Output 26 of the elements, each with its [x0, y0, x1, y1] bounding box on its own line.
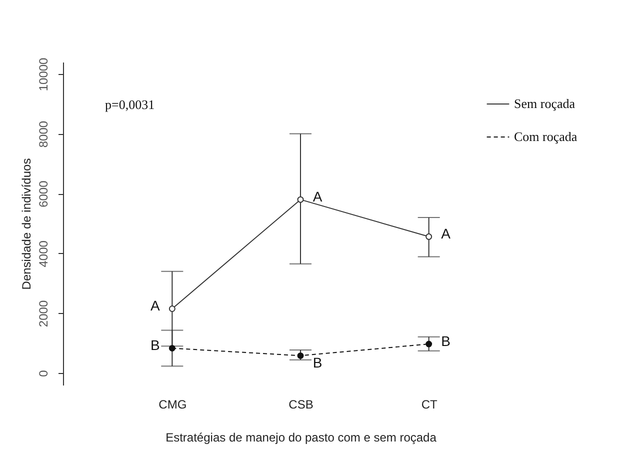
- annotation: B: [312, 354, 322, 371]
- y-tick-label: 4000: [36, 240, 50, 268]
- y-axis-title: Densidade de indivíduos: [20, 158, 34, 290]
- y-tick-label: 6000: [36, 180, 50, 208]
- point: [297, 352, 304, 359]
- y-tick-label: 2000: [36, 300, 50, 328]
- annotation: A: [150, 298, 160, 314]
- annotation: A: [312, 188, 323, 205]
- y-tick-label: 8000: [36, 120, 50, 148]
- point: [297, 196, 304, 203]
- point: [168, 344, 176, 352]
- legend-label: Sem roçada: [514, 96, 576, 111]
- x-tick-label: CSB: [288, 398, 314, 412]
- point: [426, 233, 432, 240]
- annotation: A: [441, 226, 452, 242]
- annotation: B: [441, 333, 451, 350]
- y-tick-label: 10000: [36, 57, 50, 92]
- annotation: B: [150, 337, 160, 354]
- x-tick-label: CT: [421, 398, 438, 412]
- legend-label: Com roçada: [514, 129, 578, 144]
- x-tick-label: CMG: [158, 398, 187, 412]
- x-axis-title: Estratégias de manejo do pasto com e sem roçada: [166, 430, 437, 444]
- annotation: p=0,0031: [105, 97, 155, 112]
- point: [168, 306, 176, 312]
- y-tick-label: 0: [36, 370, 50, 377]
- point: [426, 340, 432, 348]
